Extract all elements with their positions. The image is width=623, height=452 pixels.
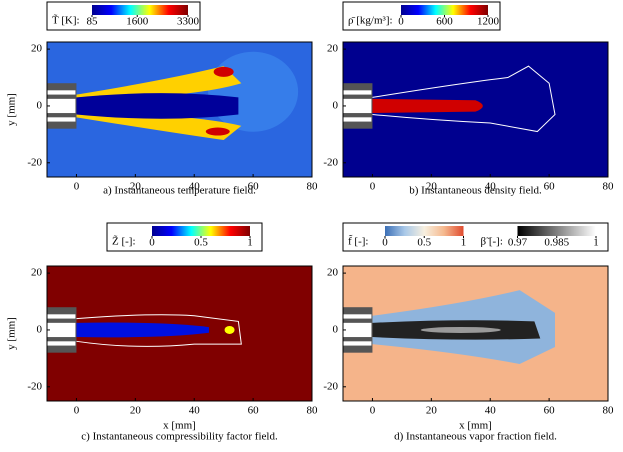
colorbar-tick-label: 85 bbox=[87, 16, 99, 28]
nozzle-stripe bbox=[343, 117, 372, 122]
y-tick-label: 20 bbox=[327, 267, 339, 279]
colorbar-label: β̃ [-]: bbox=[481, 236, 503, 248]
x-tick-label: 80 bbox=[307, 405, 319, 417]
x-tick-label: 80 bbox=[603, 181, 615, 193]
flame bbox=[213, 66, 234, 77]
plot-frame bbox=[46, 41, 313, 178]
x-tick-label: 60 bbox=[248, 181, 260, 193]
x-tick-label: 0 bbox=[74, 181, 80, 193]
core bbox=[420, 326, 501, 333]
x-tick-label: 20 bbox=[426, 181, 438, 193]
colorbar-tick-label: 1 bbox=[461, 237, 467, 249]
caption: b) Instantaneous density field. bbox=[409, 185, 542, 197]
x-tick-label: 0 bbox=[74, 405, 80, 417]
x-tick-label: 0 bbox=[370, 405, 376, 417]
y-tick-label: -20 bbox=[27, 380, 42, 392]
nozzle-stripe bbox=[47, 322, 76, 338]
colorbar bbox=[401, 5, 488, 15]
x-tick-label: 40 bbox=[189, 181, 201, 193]
plot-frame bbox=[342, 265, 609, 402]
field bbox=[47, 42, 312, 177]
field-blob bbox=[208, 51, 299, 132]
x-tick-label: 40 bbox=[485, 405, 497, 417]
core bbox=[76, 322, 209, 338]
nozzle-stripe bbox=[343, 98, 372, 114]
flame bbox=[205, 127, 230, 136]
y-tick-label: -20 bbox=[27, 156, 42, 168]
colorbar-label: f̃ [-]: bbox=[348, 234, 368, 248]
colorbar-label: ρ̄ [kg/m³]: bbox=[348, 15, 393, 27]
nozzle-stripe bbox=[47, 341, 76, 346]
nozzle-stripe bbox=[47, 90, 76, 95]
x-tick-label: 20 bbox=[426, 405, 438, 417]
core bbox=[372, 98, 483, 114]
colorbar-tick-label: 1600 bbox=[126, 16, 149, 28]
colorbar-tick-label: 0 bbox=[382, 237, 388, 249]
field bbox=[343, 42, 608, 177]
colorbar bbox=[385, 226, 464, 236]
colorbar-tick-label: 600 bbox=[436, 16, 453, 28]
core bbox=[76, 93, 239, 119]
colorbar-tick-label: 0.5 bbox=[194, 237, 208, 249]
nozzle-stripe bbox=[47, 117, 76, 122]
colorbar-tick-label: 0.97 bbox=[508, 237, 528, 249]
colorbar-label: T̃ [K]: bbox=[52, 13, 80, 26]
x-tick-label: 60 bbox=[248, 405, 260, 417]
field bbox=[343, 266, 608, 401]
nozzle-stripe bbox=[343, 341, 372, 346]
colorbar-tick-label: 0 bbox=[149, 237, 155, 249]
caption: a) Instantaneous temperature field. bbox=[103, 185, 256, 197]
flame bbox=[76, 111, 242, 141]
colorbar-tick-label: 1 bbox=[247, 237, 253, 249]
colorbar-tick-label: 0.985 bbox=[544, 237, 569, 249]
x-tick-label: 80 bbox=[307, 181, 319, 193]
colorbar-label: Z̃ [-]: bbox=[112, 234, 136, 247]
x-axis-label: x [mm] bbox=[459, 420, 492, 432]
spot bbox=[224, 325, 235, 334]
nozzle-stripe bbox=[343, 90, 372, 95]
colorbar-tick-label: 3300 bbox=[177, 16, 200, 28]
y-tick-label: 20 bbox=[327, 43, 339, 55]
x-tick-label: 40 bbox=[485, 181, 497, 193]
x-tick-label: 60 bbox=[544, 405, 556, 417]
y-tick-label: 0 bbox=[333, 99, 339, 111]
outline bbox=[372, 65, 556, 133]
nozzle-stripe bbox=[343, 314, 372, 319]
x-tick-label: 40 bbox=[189, 405, 201, 417]
x-tick-label: 60 bbox=[544, 181, 556, 193]
x-tick-label: 0 bbox=[370, 181, 376, 193]
y-tick-label: -20 bbox=[323, 156, 338, 168]
caption: c) Instantaneous compressibility factor … bbox=[81, 431, 278, 443]
y-tick-label: -20 bbox=[323, 380, 338, 392]
y-tick-label: 0 bbox=[37, 99, 43, 111]
colorbar bbox=[152, 226, 250, 236]
nozzle-stripe bbox=[343, 322, 372, 338]
colorbar-tick-label: 1 bbox=[593, 237, 599, 249]
x-tick-label: 20 bbox=[130, 405, 142, 417]
x-axis-label: x [mm] bbox=[163, 420, 196, 432]
outline bbox=[76, 314, 242, 347]
colorbar-tick-label: 0 bbox=[398, 16, 404, 28]
colorbar bbox=[517, 226, 596, 236]
caption: d) Instantaneous vapor fraction field. bbox=[394, 431, 557, 443]
x-tick-label: 80 bbox=[603, 405, 615, 417]
y-tick-label: 20 bbox=[31, 43, 43, 55]
x-tick-label: 20 bbox=[130, 181, 142, 193]
field bbox=[47, 266, 312, 401]
plot-frame bbox=[342, 41, 609, 178]
flame bbox=[76, 66, 242, 101]
y-axis-label: y [mm] bbox=[6, 317, 18, 350]
colorbar-tick-label: 1200 bbox=[477, 16, 500, 28]
nozzle-stripe bbox=[47, 314, 76, 319]
plot-frame bbox=[46, 265, 313, 402]
colorbar-tick-label: 0.5 bbox=[417, 237, 431, 249]
y-tick-label: 0 bbox=[37, 323, 43, 335]
y-axis-label: y [mm] bbox=[6, 93, 18, 126]
y-tick-label: 0 bbox=[333, 323, 339, 335]
nozzle-stripe bbox=[47, 98, 76, 114]
colorbar bbox=[92, 5, 188, 15]
y-tick-label: 20 bbox=[31, 267, 43, 279]
